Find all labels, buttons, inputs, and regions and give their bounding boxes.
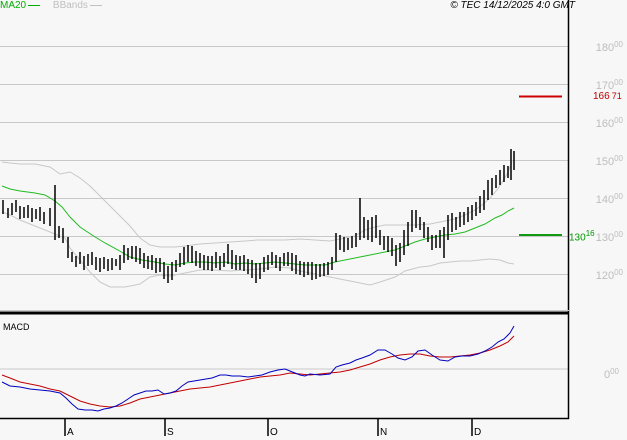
price-label-160: 16000 (595, 116, 623, 130)
month-label-dec: D (474, 427, 482, 438)
macd-line (1, 325, 515, 412)
month-label-oct: O (270, 427, 278, 438)
bband-lower-line (1, 211, 515, 288)
legend-ma20[interactable]: MA20 (0, 0, 41, 11)
price-label-120: 12000 (595, 268, 623, 282)
month-ticks (64, 419, 473, 436)
ma20-line (1, 185, 515, 266)
month-label-sep: S (167, 427, 174, 438)
price-bars (2, 149, 515, 283)
macd-pane-title: MACD (3, 322, 30, 332)
bbands-swatch-icon (89, 4, 102, 6)
macd-label-zero: 000 (603, 367, 619, 381)
ma20-swatch-icon (28, 4, 41, 6)
month-label-nov: N (380, 427, 388, 438)
price-gridlines (0, 46, 568, 275)
copyright-timestamp: © TEC 14/12/2025 4:0 GMT (450, 0, 575, 11)
price-label-130: 13000 (595, 230, 623, 244)
bband-upper-line (1, 161, 513, 248)
support-value-tag: 13016 (569, 229, 595, 244)
legend-bbands[interactable]: BBands (53, 0, 102, 11)
month-label-aug: A (67, 427, 74, 438)
price-label-150: 15000 (595, 154, 623, 168)
macd-signal-line (1, 335, 515, 408)
resistance-value-tag: 166 71 (593, 91, 622, 102)
chart-legend: MA20 BBands (0, 0, 102, 12)
price-label-170: 17000 (595, 78, 623, 92)
price-label-140: 14000 (595, 192, 623, 206)
price-label-180: 18000 (595, 40, 623, 54)
